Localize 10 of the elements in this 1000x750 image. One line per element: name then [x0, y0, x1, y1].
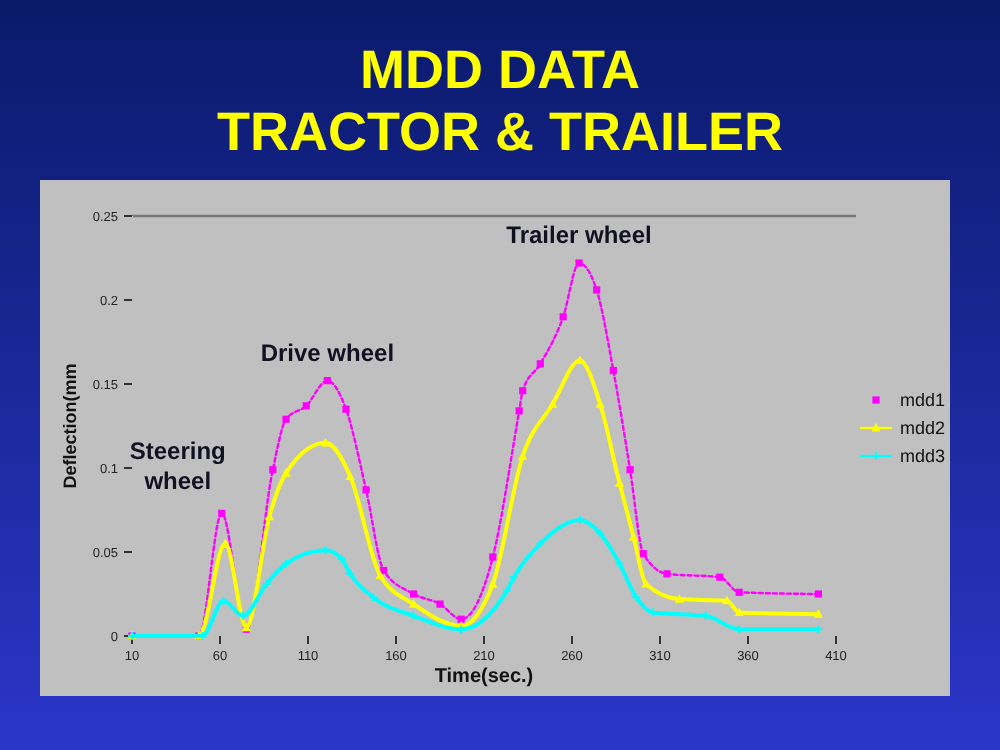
legend-label: mdd2 — [900, 418, 946, 439]
legend-label: mdd3 — [900, 446, 946, 467]
chart-title: MDD DATA — [360, 40, 640, 100]
annotation: Steering wheel — [129, 437, 226, 496]
annotation: Drive wheel — [260, 338, 395, 367]
annotation: Trailer wheel — [506, 221, 652, 250]
y-axis-title: Deflection(mm — [60, 363, 80, 489]
chart-subtitle: TRACTOR & TRAILER — [217, 102, 783, 162]
x-axis-title: Time(sec.) — [434, 666, 534, 688]
legend-label: mdd1 — [900, 390, 946, 411]
